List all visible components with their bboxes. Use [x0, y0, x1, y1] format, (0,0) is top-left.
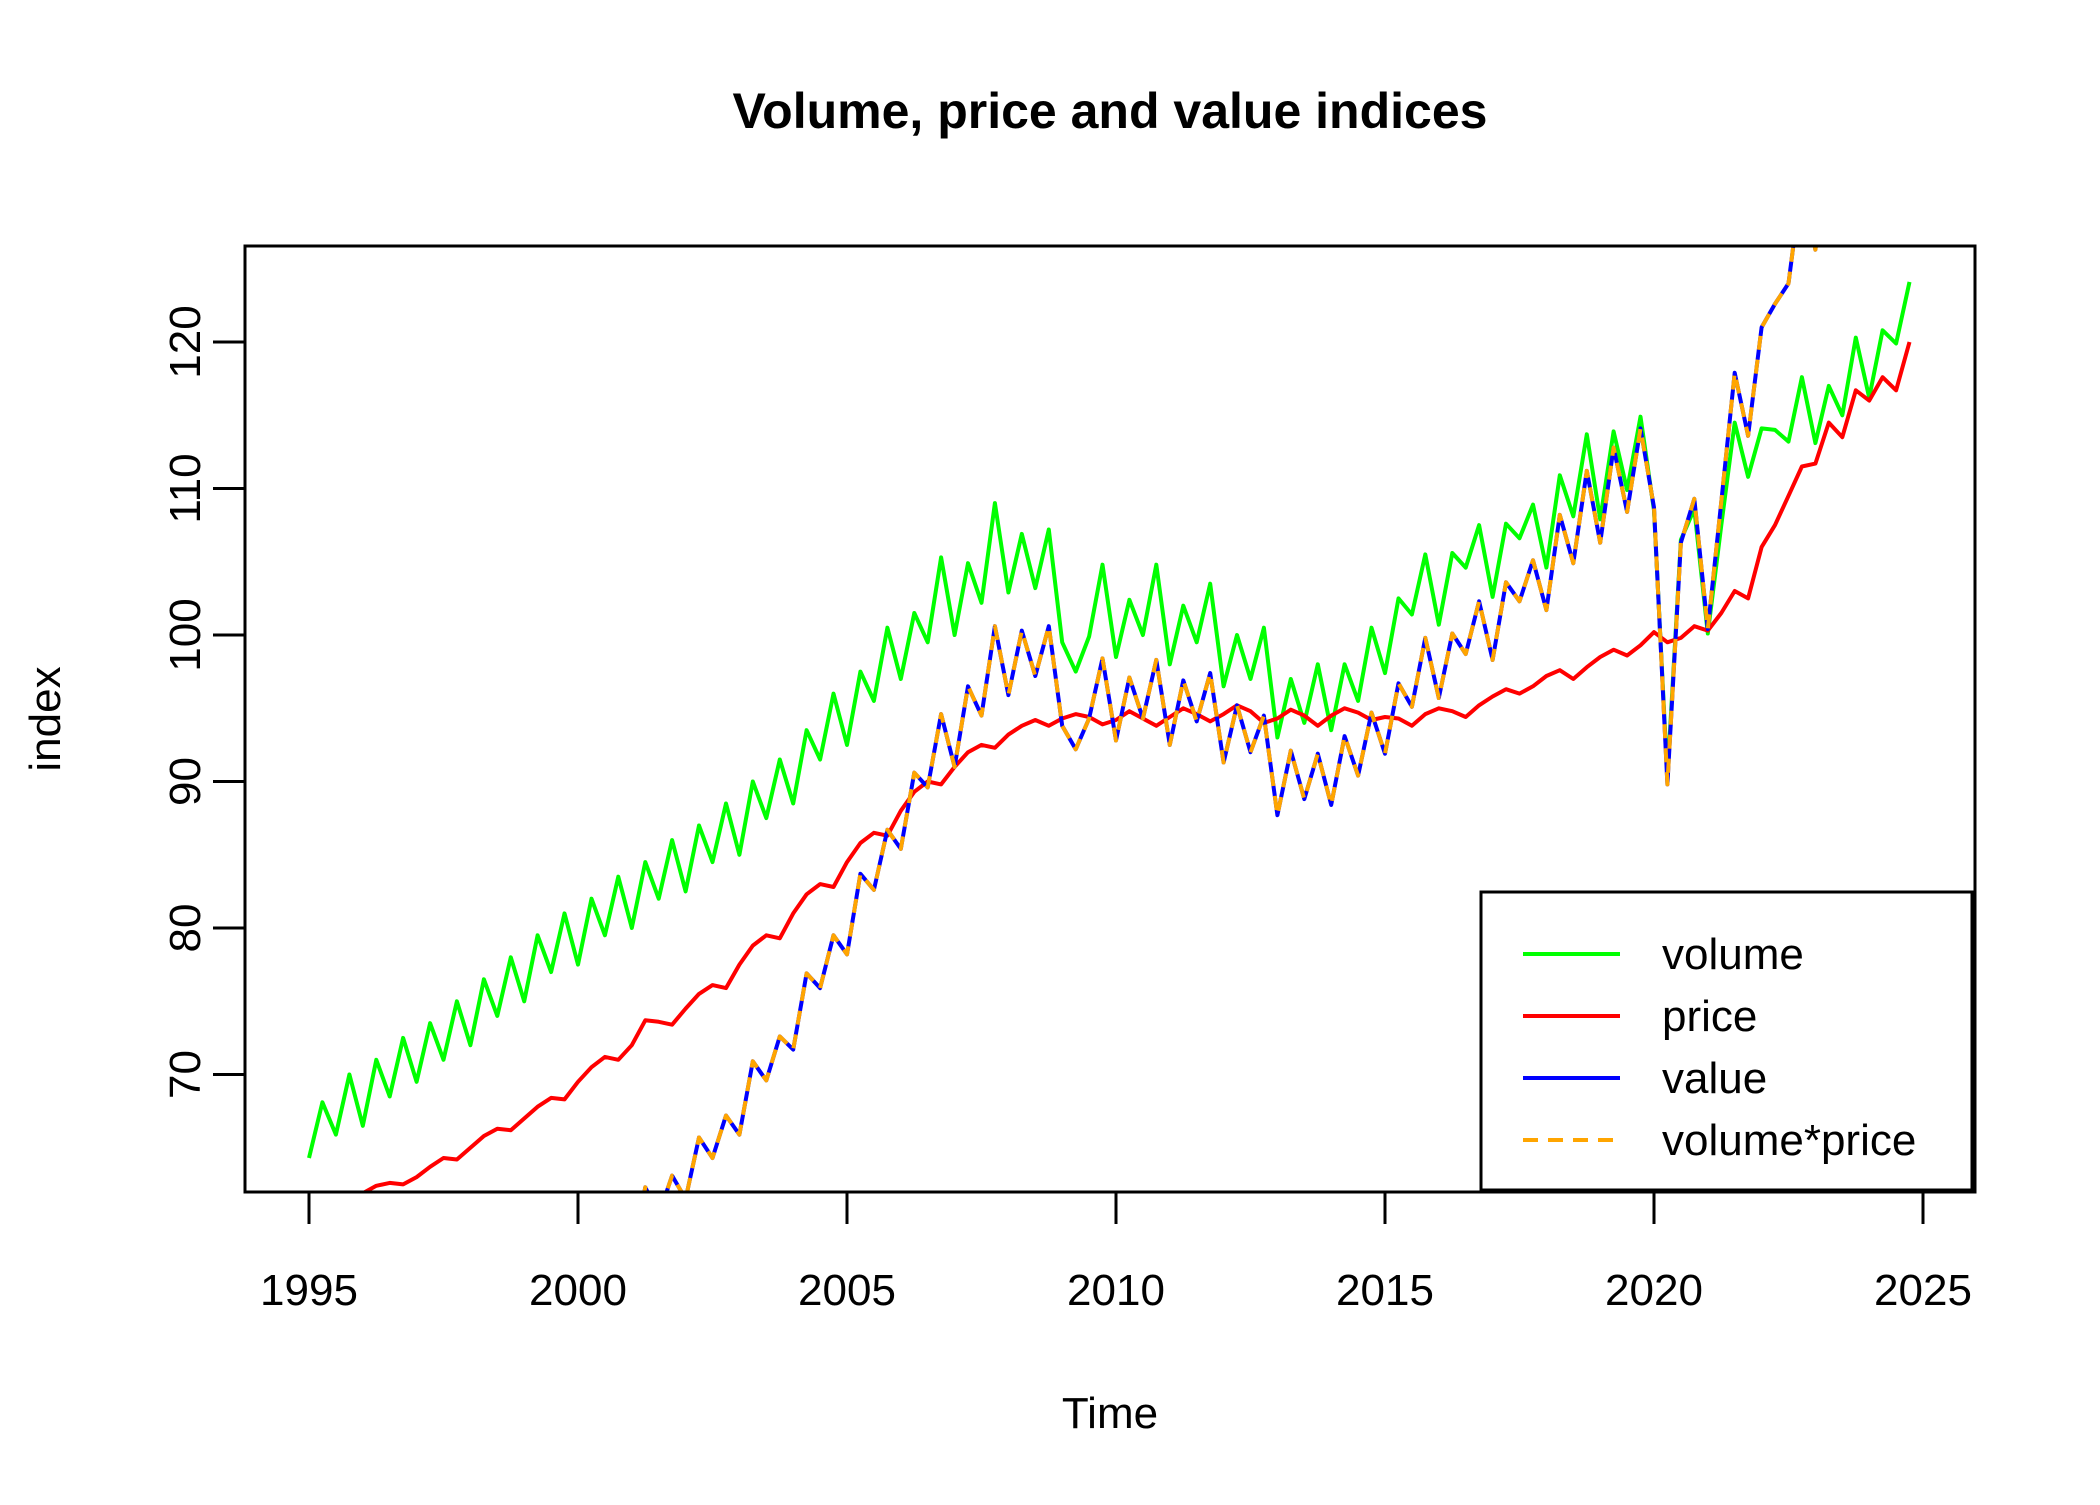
x-axis: 1995 2000 2005 2010 2015 2020 2025 — [260, 1192, 1972, 1315]
y-tick-label: 80 — [161, 904, 210, 953]
x-tick-label: 1995 — [260, 1266, 358, 1315]
series-line-price — [360, 341, 1912, 1192]
legend-label-volume-price: volume*price — [1662, 1116, 1916, 1165]
x-axis-title: Time — [1062, 1389, 1158, 1438]
chart-title: Volume, price and value indices — [733, 83, 1488, 139]
y-tick-label: 90 — [161, 757, 210, 806]
y-tick-label: 100 — [161, 598, 210, 671]
y-tick-label: 110 — [161, 453, 210, 523]
legend-label-value: value — [1662, 1054, 1767, 1103]
y-tick-label: 120 — [161, 305, 210, 378]
y-tick-label: 70 — [161, 1050, 210, 1099]
x-tick-label: 2025 — [1874, 1266, 1972, 1315]
series-line-volume-price — [642, 246, 1818, 1192]
series-group — [307, 246, 1912, 1192]
x-tick-label: 2000 — [529, 1266, 627, 1315]
legend-label-volume: volume — [1662, 930, 1804, 979]
legend-label-price: price — [1662, 992, 1757, 1041]
x-tick-label: 2020 — [1605, 1266, 1703, 1315]
x-tick-label: 2005 — [798, 1266, 896, 1315]
x-tick-label: 2015 — [1336, 1266, 1434, 1315]
y-axis: 70 80 90 100 110 120 — [161, 305, 245, 1099]
y-axis-title: index — [21, 666, 70, 771]
x-tick-label: 2010 — [1067, 1266, 1165, 1315]
legend-box: volume price value volume*price — [1479, 890, 1974, 1192]
plot-border — [243, 244, 1977, 1194]
